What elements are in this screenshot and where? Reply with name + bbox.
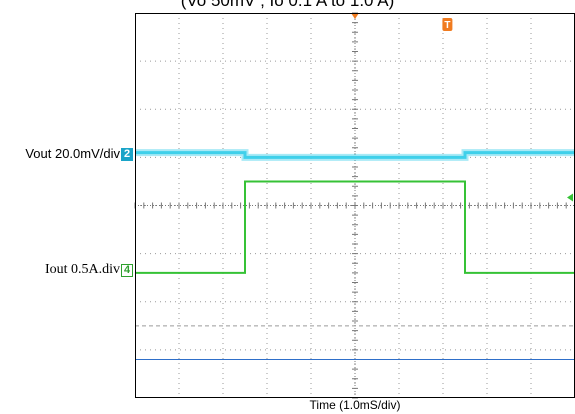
traces xyxy=(135,149,575,274)
channel-2-marker: 2 xyxy=(121,148,133,161)
trigger-marker-icon xyxy=(442,18,453,31)
series-iout-line xyxy=(135,180,575,274)
channel-4-marker: 4 xyxy=(121,264,133,277)
grid xyxy=(134,12,575,399)
reference-lines xyxy=(135,325,575,360)
series-vout-line xyxy=(135,151,575,159)
trigger-level-marker xyxy=(567,193,573,202)
trigger-marker-label: T xyxy=(444,20,450,31)
markers: T xyxy=(351,13,573,202)
chart-caption: (Vo 50mV ; Io 0.1 A to 1.0 A) xyxy=(180,0,395,10)
x-axis-label: Time (1.0mS/div) xyxy=(309,398,401,412)
iout-channel-label: Iout 0.5A.div xyxy=(44,262,120,277)
vout-channel-label: Vout 20.0mV/div xyxy=(25,146,120,161)
trigger-position-marker xyxy=(351,13,359,19)
